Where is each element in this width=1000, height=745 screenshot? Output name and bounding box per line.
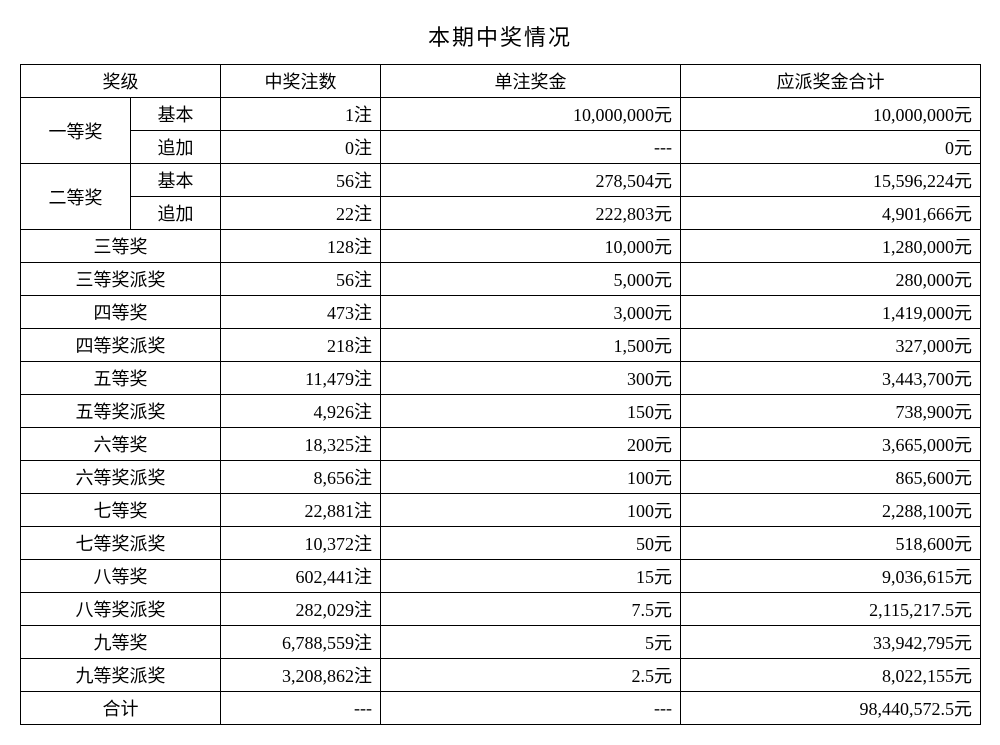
total-prize: 3,443,700元 <box>681 362 981 395</box>
prize-level: 六等奖派奖 <box>21 461 221 494</box>
unit-prize: 15元 <box>381 560 681 593</box>
unit-prize: 100元 <box>381 494 681 527</box>
unit-prize: 10,000元 <box>381 230 681 263</box>
header-unit: 单注奖金 <box>381 65 681 98</box>
prize-level: 六等奖 <box>21 428 221 461</box>
count: 56注 <box>221 263 381 296</box>
count: 0注 <box>221 131 381 164</box>
unit-prize: 50元 <box>381 527 681 560</box>
unit-prize: 1,500元 <box>381 329 681 362</box>
count: 22注 <box>221 197 381 230</box>
total-prize: 518,600元 <box>681 527 981 560</box>
prize-level: 三等奖派奖 <box>21 263 221 296</box>
sum-count: --- <box>221 692 381 725</box>
total-prize: 2,288,100元 <box>681 494 981 527</box>
count: 128注 <box>221 230 381 263</box>
unit-prize: 300元 <box>381 362 681 395</box>
total-prize: 3,665,000元 <box>681 428 981 461</box>
unit-prize: 7.5元 <box>381 593 681 626</box>
count: 10,372注 <box>221 527 381 560</box>
total-prize: 865,600元 <box>681 461 981 494</box>
count: 473注 <box>221 296 381 329</box>
count: 22,881注 <box>221 494 381 527</box>
sum-total: 98,440,572.5元 <box>681 692 981 725</box>
prize-sublevel: 基本 <box>131 98 221 131</box>
page-title: 本期中奖情况 <box>20 20 980 52</box>
prize-level: 三等奖 <box>21 230 221 263</box>
prize-level: 五等奖 <box>21 362 221 395</box>
unit-prize: 150元 <box>381 395 681 428</box>
total-prize: 9,036,615元 <box>681 560 981 593</box>
total-prize: 15,596,224元 <box>681 164 981 197</box>
total-prize: 1,280,000元 <box>681 230 981 263</box>
sum-unit: --- <box>381 692 681 725</box>
count: 4,926注 <box>221 395 381 428</box>
unit-prize: --- <box>381 131 681 164</box>
prize-table: 奖级中奖注数单注奖金应派奖金合计一等奖基本1注10,000,000元10,000… <box>20 64 981 725</box>
sum-label: 合计 <box>21 692 221 725</box>
unit-prize: 200元 <box>381 428 681 461</box>
prize-level: 九等奖派奖 <box>21 659 221 692</box>
unit-prize: 5元 <box>381 626 681 659</box>
count: 218注 <box>221 329 381 362</box>
count: 1注 <box>221 98 381 131</box>
total-prize: 280,000元 <box>681 263 981 296</box>
total-prize: 8,022,155元 <box>681 659 981 692</box>
count: 8,656注 <box>221 461 381 494</box>
prize-level: 八等奖派奖 <box>21 593 221 626</box>
prize-level: 四等奖派奖 <box>21 329 221 362</box>
count: 282,029注 <box>221 593 381 626</box>
unit-prize: 278,504元 <box>381 164 681 197</box>
unit-prize: 100元 <box>381 461 681 494</box>
unit-prize: 222,803元 <box>381 197 681 230</box>
header-total: 应派奖金合计 <box>681 65 981 98</box>
header-count: 中奖注数 <box>221 65 381 98</box>
prize-sublevel: 追加 <box>131 197 221 230</box>
unit-prize: 3,000元 <box>381 296 681 329</box>
prize-level: 七等奖派奖 <box>21 527 221 560</box>
total-prize: 33,942,795元 <box>681 626 981 659</box>
total-prize: 327,000元 <box>681 329 981 362</box>
header-level: 奖级 <box>21 65 221 98</box>
prize-level: 四等奖 <box>21 296 221 329</box>
total-prize: 1,419,000元 <box>681 296 981 329</box>
prize-sublevel: 基本 <box>131 164 221 197</box>
count: 18,325注 <box>221 428 381 461</box>
unit-prize: 5,000元 <box>381 263 681 296</box>
prize-level: 八等奖 <box>21 560 221 593</box>
prize-sublevel: 追加 <box>131 131 221 164</box>
count: 602,441注 <box>221 560 381 593</box>
prize-level: 二等奖 <box>21 164 131 230</box>
count: 6,788,559注 <box>221 626 381 659</box>
count: 56注 <box>221 164 381 197</box>
prize-level: 七等奖 <box>21 494 221 527</box>
unit-prize: 10,000,000元 <box>381 98 681 131</box>
total-prize: 2,115,217.5元 <box>681 593 981 626</box>
total-prize: 0元 <box>681 131 981 164</box>
total-prize: 10,000,000元 <box>681 98 981 131</box>
prize-level: 一等奖 <box>21 98 131 164</box>
unit-prize: 2.5元 <box>381 659 681 692</box>
count: 11,479注 <box>221 362 381 395</box>
prize-level: 五等奖派奖 <box>21 395 221 428</box>
count: 3,208,862注 <box>221 659 381 692</box>
total-prize: 738,900元 <box>681 395 981 428</box>
total-prize: 4,901,666元 <box>681 197 981 230</box>
prize-level: 九等奖 <box>21 626 221 659</box>
